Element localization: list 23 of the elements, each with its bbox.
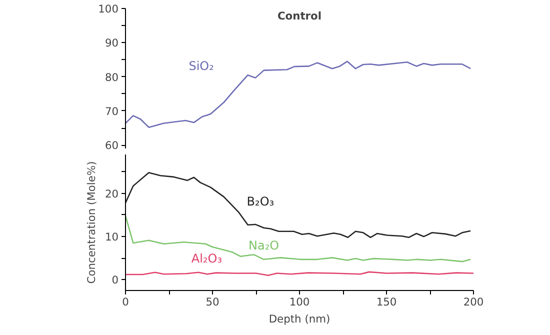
series-label: B₂O₃ [246,194,274,208]
y-tick-label: 20 [104,187,119,200]
y-tick-label: 80 [104,70,119,84]
y-tick-label: 60 [104,139,119,152]
series-label: Na₂O [248,238,280,252]
y-tick-label: 90 [104,36,119,50]
x-tick-label: 100 [289,296,310,308]
line-series [126,215,472,262]
x-tick-label: 0 [122,296,130,308]
chart-title: Control [277,10,322,22]
y-tick-label: 100 [98,2,119,16]
x-tick-label: 50 [206,296,220,308]
series-label: Al₂O₃ [191,252,222,266]
x-tick-label: 150 [376,296,397,308]
y-tick-label: 10 [104,230,119,244]
x-axis-title: Depth (nm) [268,312,330,326]
line-series [126,172,472,238]
x-tick-label: 200 [463,296,484,308]
line-series [126,60,472,128]
y-tick-label: 70 [104,104,119,118]
y-axis-title: Concentration (Mole%) [84,161,98,284]
y-tick-label: 0 [112,274,119,287]
text: SiO₂ [188,58,214,73]
